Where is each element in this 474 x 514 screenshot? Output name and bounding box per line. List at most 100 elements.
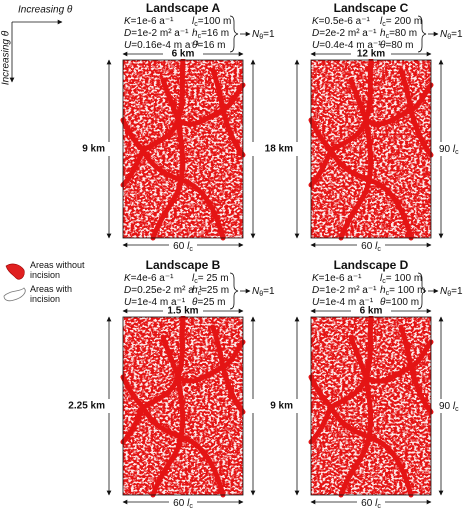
text-part: c [189,246,193,253]
label-bg [351,305,391,316]
label-bg [437,399,463,413]
text-part: =1 [451,286,463,297]
text-part: =80 m [389,28,417,39]
panel-title: Landscape B [146,258,221,272]
text-part: D [312,285,319,296]
label-bg [437,142,463,156]
text-part: K [124,16,132,27]
landscape-border [122,316,244,496]
parameter: θ=16 m [192,40,226,51]
parameter: U=1e-4 m a⁻¹ [124,297,186,308]
panel-title: Landscape C [334,1,409,15]
text-part: =1e-6 a⁻¹ [131,16,174,27]
text-part: K [312,16,320,27]
text-part: c [382,278,386,285]
text-part: = 25 m [198,273,229,284]
right-label: 90 lc [439,401,459,414]
text-part: c [194,278,198,285]
height-label: 9 km [82,144,105,155]
parameter: hc= 100 m [380,285,425,298]
text-part: c [455,149,459,156]
label-bg [169,239,197,252]
text-part: h [192,285,198,296]
legend-icon [3,287,26,302]
text-part: l [453,401,456,412]
text-part: N [252,286,260,297]
text-part: =2e-2 m² a⁻¹ [319,28,377,39]
label-bg [357,239,385,252]
text-part: =100 m [385,297,419,308]
legend-label: Areas without incision [30,260,85,280]
label-bg [169,496,197,509]
height-label: 2.25 km [68,401,105,412]
text-part: = 200 m [386,16,422,27]
text-part: c [198,290,202,297]
text-part: 60 [361,241,375,252]
parameter: D=1e-2 m² a⁻¹ [312,285,377,296]
text-part: h [380,285,386,296]
text-part: =1e-6 a⁻¹ [319,273,362,284]
width-label: 1.5 km [167,306,198,317]
parameter: D=1e-2 m² a⁻¹ [124,28,189,39]
bottom-label: 60 lc [173,241,193,254]
text-part: N [252,29,260,40]
label-bg [63,142,113,156]
parameter: lc= 200 m [380,16,422,29]
text-part: D [124,285,131,296]
text-part: K [312,273,320,284]
legend-label: Areas with incision [30,284,72,304]
axis-label: Increasing θ [18,5,73,16]
brace [417,15,427,53]
text-part: l [453,144,456,155]
panel: Landscape DK=1e-6 a⁻¹D=1e-2 m² a⁻¹U=1e-4… [251,258,463,510]
channels [120,57,246,241]
text-part: U [124,297,132,308]
parameter: U=1e-4 m a⁻¹ [312,297,374,308]
text-part: U [312,40,320,51]
text-part: θ [192,297,198,308]
text-part: =1e-4 m a⁻¹ [319,297,374,308]
text-part: c [382,21,386,28]
text-part: Areas without [30,260,85,270]
text-part: = 100 m [389,285,425,296]
parameter: K=4e-6 a⁻¹ [124,273,174,284]
text-part: 90 [439,401,453,412]
text-part: c [386,290,390,297]
text-part: =25 m [197,297,225,308]
text-part: =4e-6 a⁻¹ [131,273,174,284]
text-part: h [380,28,386,39]
channels [120,314,246,498]
parameter: hc=80 m [380,28,417,41]
text-part: 60 [361,498,375,509]
text-part: =0.16e-4 m a⁻¹ [131,40,199,51]
text-part: =1 [263,286,275,297]
text-part: incision [30,294,60,304]
landscape-border [310,316,432,496]
text-part: c [377,246,381,253]
text-part: c [198,33,202,40]
label-bg [357,496,385,509]
text-part: c [386,33,390,40]
text-part: l [375,498,378,509]
parameter: K=1e-6 a⁻¹ [124,16,174,27]
text-part: l [192,273,195,284]
text-part: l [380,16,383,27]
result: Nθ=1 [440,29,463,42]
text-part: 60 [173,241,187,252]
label-bg [351,48,391,59]
channels [308,57,434,241]
brace [417,272,427,310]
text-part: =25 m [201,285,229,296]
text-part: U [312,297,320,308]
label-bg [251,142,301,156]
parameter: U=0.16e-4 m a⁻¹ [124,40,200,51]
text-part: =1 [451,29,463,40]
text-part: θ [192,40,198,51]
text-part: =16 m [197,40,225,51]
label-bg [251,399,301,413]
text-part: θ [259,34,263,41]
text-part: l [380,273,383,284]
text-part: =1 [263,29,275,40]
parameter: K=0.5e-6 a⁻¹ [312,16,370,27]
